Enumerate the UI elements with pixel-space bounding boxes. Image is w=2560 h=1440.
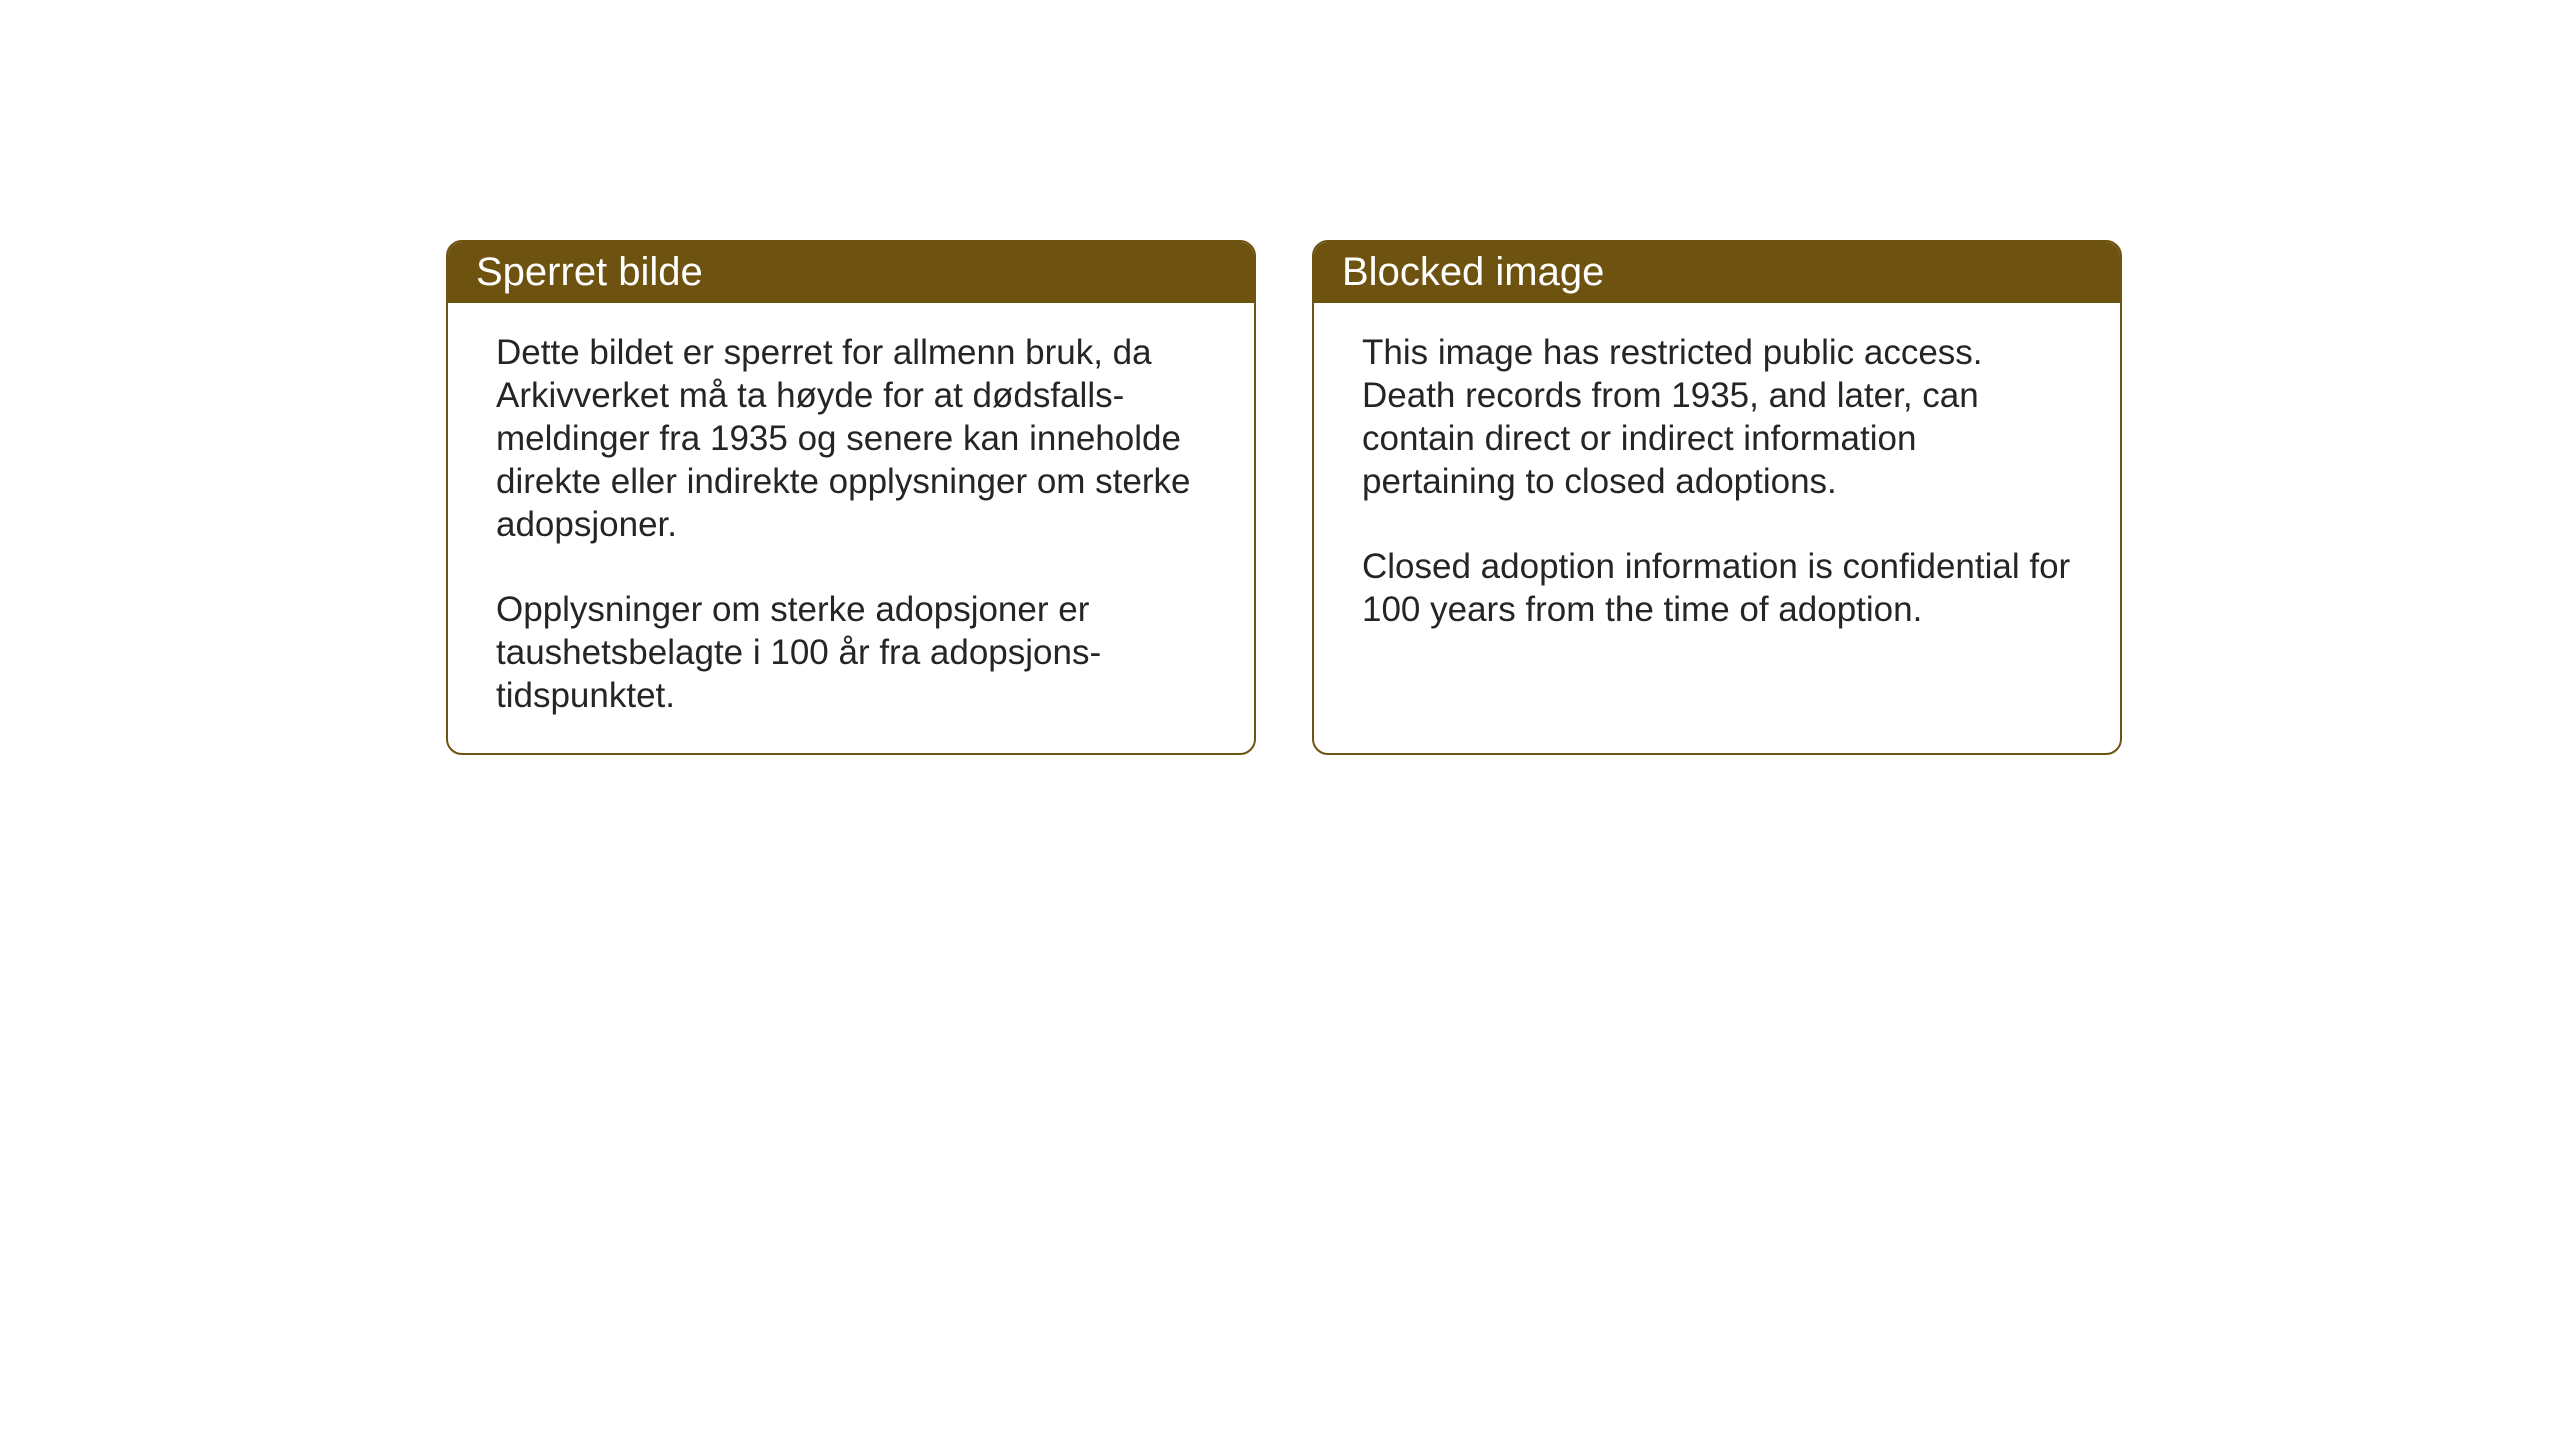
norwegian-card-body: Dette bildet er sperret for allmenn bruk… [448,303,1254,753]
norwegian-paragraph-1: Dette bildet er sperret for allmenn bruk… [496,331,1206,546]
norwegian-notice-card: Sperret bilde Dette bildet er sperret fo… [446,240,1256,755]
norwegian-paragraph-2: Opplysninger om sterke adopsjoner er tau… [496,588,1206,717]
norwegian-card-title: Sperret bilde [448,242,1254,303]
english-paragraph-2: Closed adoption information is confident… [1362,545,2072,631]
english-card-title: Blocked image [1314,242,2120,303]
english-card-body: This image has restricted public access.… [1314,303,2120,748]
english-notice-card: Blocked image This image has restricted … [1312,240,2122,755]
notice-container: Sperret bilde Dette bildet er sperret fo… [446,240,2122,755]
english-paragraph-1: This image has restricted public access.… [1362,331,2072,503]
